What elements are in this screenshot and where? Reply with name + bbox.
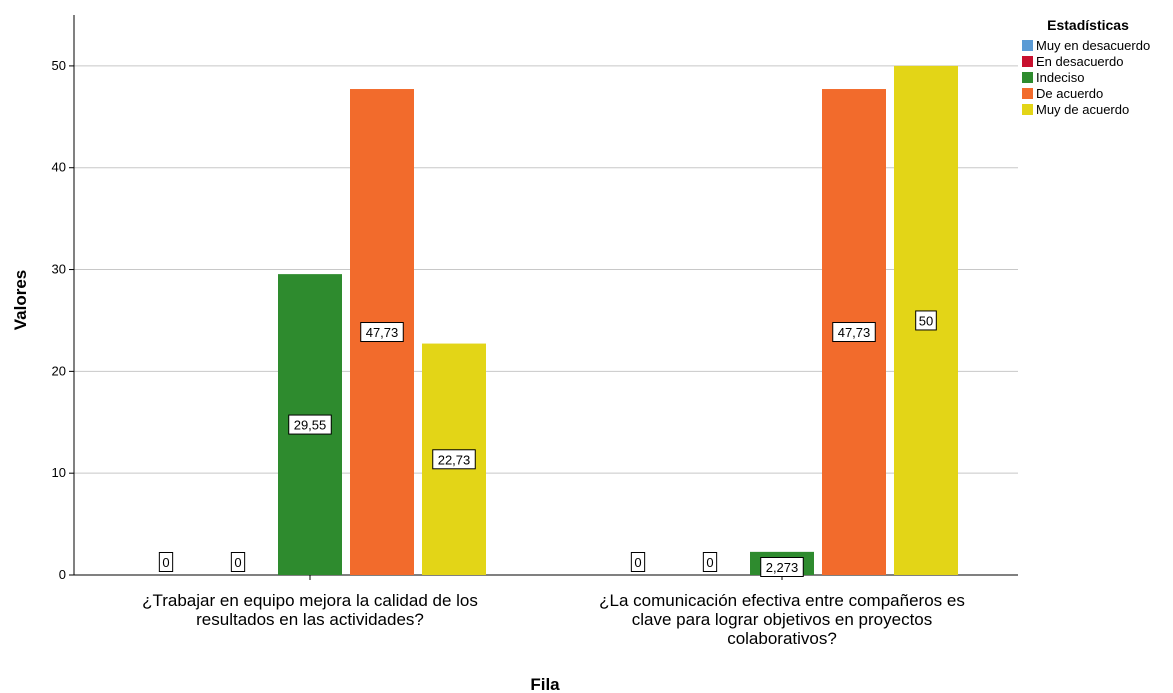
data-label-text: 0 bbox=[162, 555, 169, 570]
legend-label: Muy de acuerdo bbox=[1036, 102, 1129, 117]
data-label: 22,73 bbox=[432, 449, 476, 470]
data-label: 2,273 bbox=[760, 557, 804, 577]
data-label-text: 0 bbox=[706, 555, 713, 570]
x-category-label: ¿La comunicación efectiva entre compañer… bbox=[599, 591, 965, 610]
legend-swatch bbox=[1022, 72, 1033, 83]
data-label-box bbox=[832, 322, 876, 343]
data-label-box bbox=[288, 414, 332, 435]
data-label-box bbox=[915, 310, 937, 331]
x-category-label: clave para lograr objetivos en proyectos bbox=[632, 610, 933, 629]
legend-item: Indeciso bbox=[1022, 70, 1084, 85]
legend-swatch bbox=[1022, 56, 1033, 67]
data-label-box bbox=[432, 449, 476, 470]
y-tick-label: 20 bbox=[52, 363, 66, 378]
data-label-box bbox=[360, 322, 404, 343]
legend-item: De acuerdo bbox=[1022, 86, 1103, 101]
data-label: 0 bbox=[230, 552, 246, 572]
x-category-label: colaborativos? bbox=[727, 629, 837, 648]
data-label: 0 bbox=[702, 552, 718, 572]
legend-swatch bbox=[1022, 104, 1033, 115]
y-axis-title: Valores bbox=[11, 270, 30, 331]
y-tick-label: 50 bbox=[52, 58, 66, 73]
y-tick-label: 10 bbox=[52, 465, 66, 480]
x-axis-title: Fila bbox=[530, 675, 560, 693]
legend-label: En desacuerdo bbox=[1036, 54, 1123, 69]
legend-label: De acuerdo bbox=[1036, 86, 1103, 101]
data-label: 0 bbox=[158, 552, 174, 572]
data-label-text: 0 bbox=[234, 555, 241, 570]
legend-item: Muy en desacuerdo bbox=[1022, 38, 1150, 53]
y-tick-label: 0 bbox=[59, 567, 66, 582]
data-label-box bbox=[702, 552, 718, 572]
y-tick-label: 30 bbox=[52, 262, 66, 277]
data-label: 47,73 bbox=[360, 322, 404, 343]
data-label-box bbox=[760, 557, 804, 577]
data-labels: 0 0 29,55 47,73 22,73 0 0 2,273 47,73 50 bbox=[158, 310, 937, 577]
legend-title: Estadísticas bbox=[1047, 17, 1129, 33]
data-label-text: 47,73 bbox=[838, 325, 871, 340]
data-label-text: 29,55 bbox=[294, 418, 327, 433]
legend-swatch bbox=[1022, 40, 1033, 51]
data-label-box bbox=[158, 552, 174, 572]
data-label-text: 50 bbox=[919, 313, 933, 328]
legend-item: Muy de acuerdo bbox=[1022, 102, 1129, 117]
legend-label: Indeciso bbox=[1036, 70, 1084, 85]
data-label-box bbox=[230, 552, 246, 572]
data-label-box bbox=[630, 552, 646, 572]
bars bbox=[278, 65, 958, 575]
x-category-label: resultados en las actividades? bbox=[196, 610, 424, 629]
data-label-text: 22,73 bbox=[438, 452, 471, 467]
data-label: 29,55 bbox=[288, 414, 332, 435]
legend-label: Muy en desacuerdo bbox=[1036, 38, 1150, 53]
legend-item: En desacuerdo bbox=[1022, 54, 1123, 69]
data-label-text: 47,73 bbox=[366, 325, 399, 340]
data-label-text: 2,273 bbox=[766, 560, 799, 575]
x-category-label: ¿Trabajar en equipo mejora la calidad de… bbox=[142, 591, 478, 610]
category-labels: ¿Trabajar en equipo mejora la calidad de… bbox=[142, 591, 965, 648]
data-label: 50 bbox=[915, 310, 937, 331]
data-label-text: 0 bbox=[634, 555, 641, 570]
data-label: 47,73 bbox=[832, 322, 876, 343]
y-tick-label: 40 bbox=[52, 160, 66, 175]
data-label: 0 bbox=[630, 552, 646, 572]
legend-swatch bbox=[1022, 88, 1033, 99]
